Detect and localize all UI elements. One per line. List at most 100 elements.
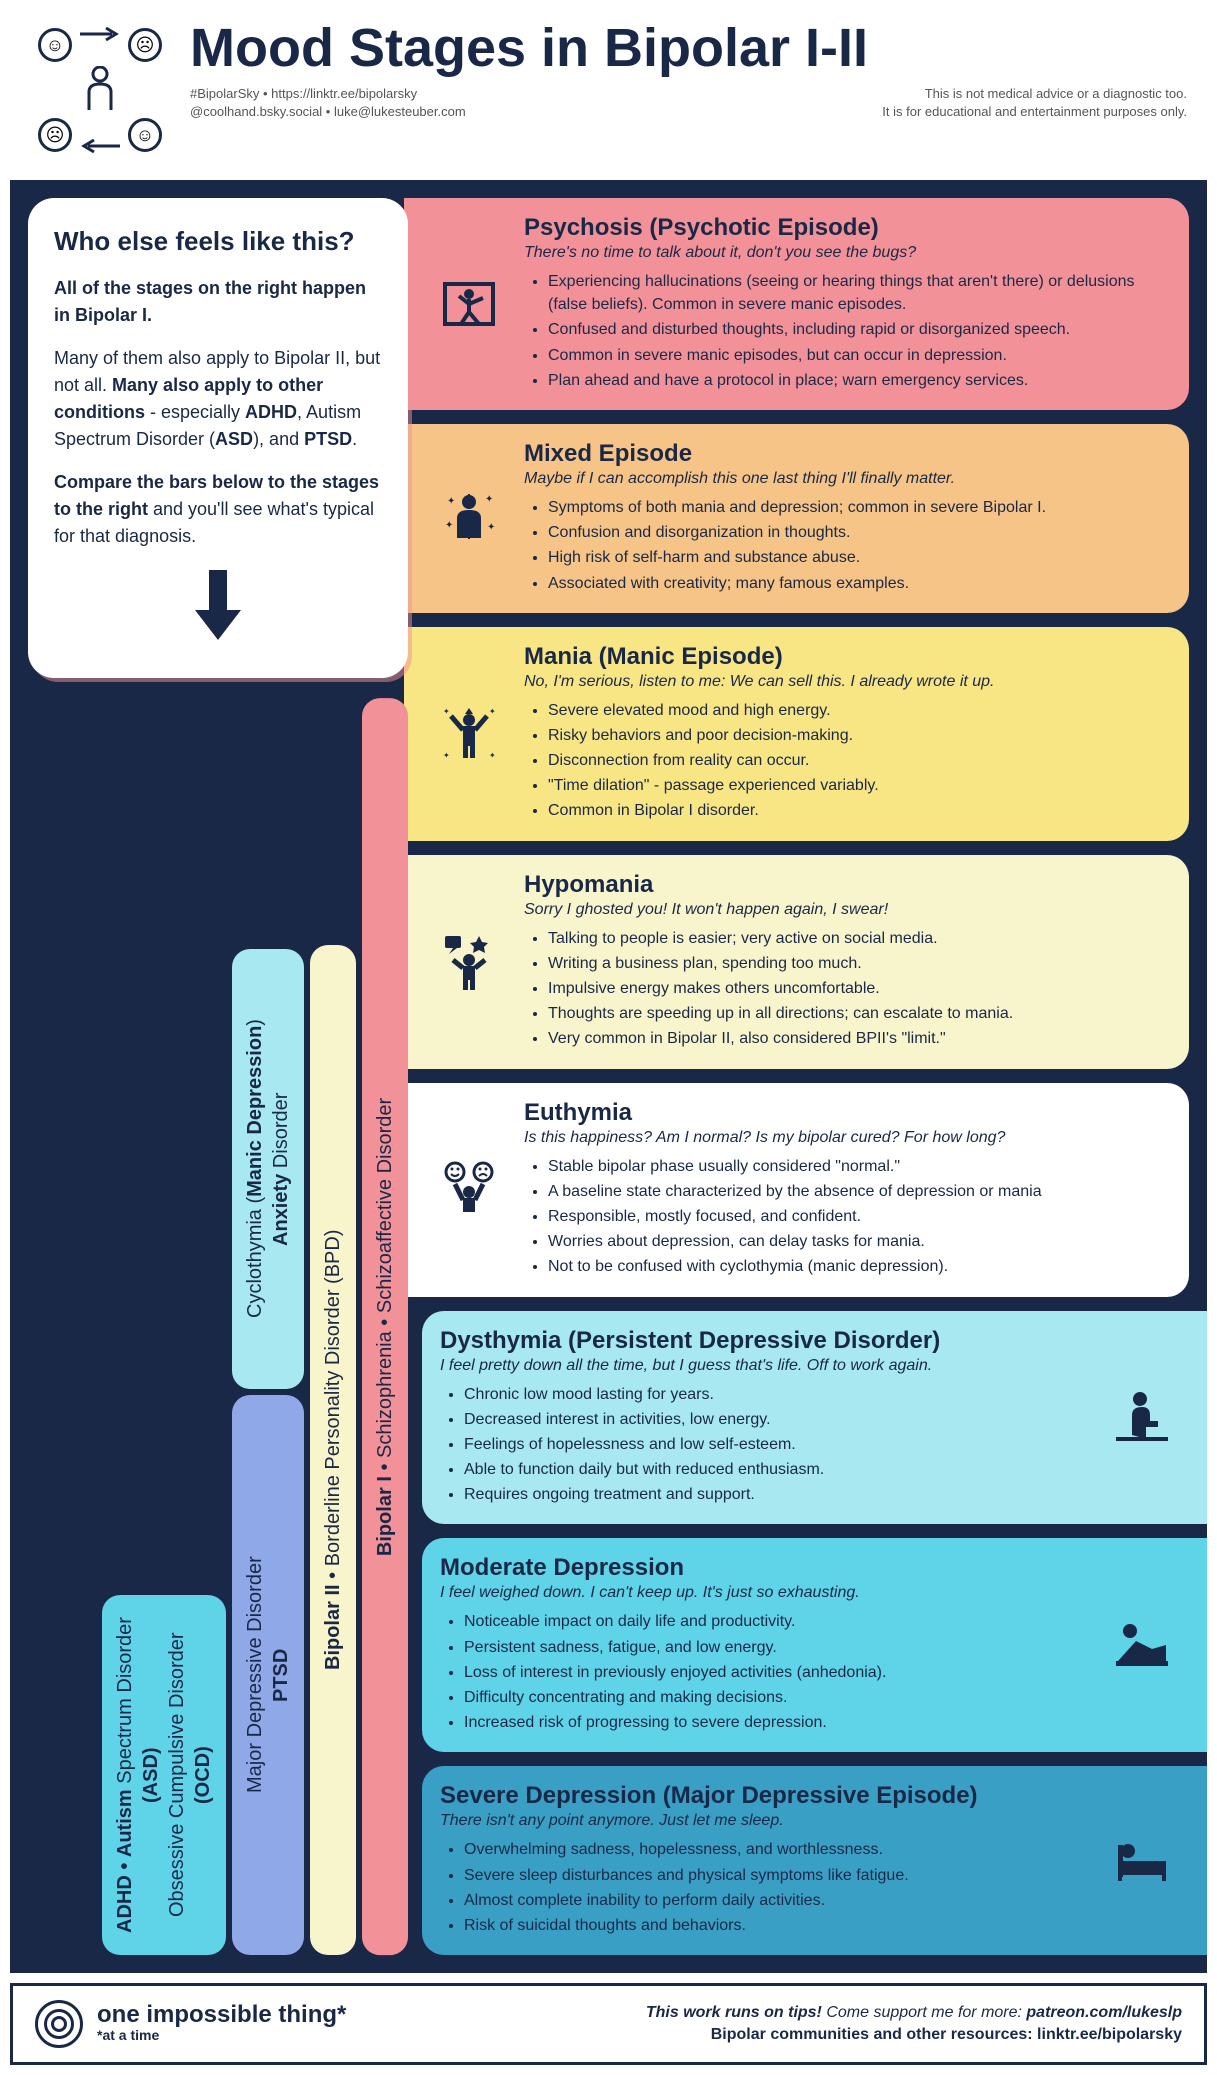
stage-severe: Severe Depression (Major Depressive Epis… bbox=[422, 1766, 1207, 1955]
stage-bullet: Loss of interest in previously enjoyed a… bbox=[464, 1661, 1087, 1684]
stage-bullets: Chronic low mood lasting for years.Decre… bbox=[440, 1383, 1087, 1507]
stage-quote: I feel pretty down all the time, but I g… bbox=[440, 1357, 1087, 1375]
intro-p2: Many of them also apply to Bipolar II, b… bbox=[54, 345, 382, 453]
bar-cyclothymia-anxiety: Cyclothymia (Manic Depression)Anxiety Di… bbox=[232, 949, 304, 1389]
stage-quote: I feel weighed down. I can't keep up. It… bbox=[440, 1584, 1087, 1602]
stage-bullet: Feelings of hopelessness and low self-es… bbox=[464, 1433, 1087, 1456]
stage-title: Mixed Episode bbox=[524, 440, 1167, 468]
mania-icon: ✦✦✦✦ bbox=[432, 643, 506, 825]
stage-title: Euthymia bbox=[524, 1099, 1167, 1127]
footer: one impossible thing* *at a time This wo… bbox=[10, 1983, 1207, 2065]
stage-bullet: Worries about depression, can delay task… bbox=[548, 1230, 1167, 1253]
stage-title: Mania (Manic Episode) bbox=[524, 643, 1167, 671]
stage-bullet: Thoughts are speeding up in all directio… bbox=[548, 1002, 1167, 1025]
svg-text:✦: ✦ bbox=[443, 751, 450, 760]
stage-bullet: A baseline state characterized by the ab… bbox=[548, 1180, 1167, 1203]
stage-quote: There isn't any point anymore. Just let … bbox=[440, 1812, 1087, 1830]
stage-bullets: Symptoms of both mania and depression; c… bbox=[524, 496, 1167, 595]
svg-text:✦: ✦ bbox=[487, 522, 495, 533]
stage-dysthymia: Dysthymia (Persistent Depressive Disorde… bbox=[422, 1311, 1207, 1525]
stage-bullet: Risky behaviors and poor decision-making… bbox=[548, 724, 1167, 747]
stage-title: Psychosis (Psychotic Episode) bbox=[524, 214, 1167, 242]
moderate-icon bbox=[1105, 1554, 1179, 1736]
stage-bullet: Plan ahead and have a protocol in place;… bbox=[548, 369, 1167, 392]
stage-bullet: Common in severe manic episodes, but can… bbox=[548, 344, 1167, 367]
stage-quote: No, I'm serious, listen to me: We can se… bbox=[524, 673, 1167, 691]
stage-bullet: Common in Bipolar I disorder. bbox=[548, 799, 1167, 822]
stage-bullets: Severe elevated mood and high energy.Ris… bbox=[524, 699, 1167, 823]
intro-p3: Compare the bars below to the stages to … bbox=[54, 469, 382, 550]
stage-quote: Maybe if I can accomplish this one last … bbox=[524, 470, 1167, 488]
stage-title: Moderate Depression bbox=[440, 1554, 1087, 1582]
stage-psychosis: Psychosis (Psychotic Episode) There's no … bbox=[404, 198, 1189, 410]
stage-bullet: Overwhelming sadness, hopelessness, and … bbox=[464, 1838, 1087, 1861]
stage-bullet: Writing a business plan, spending too mu… bbox=[548, 952, 1167, 975]
header-meta-left: #BipolarSky • https://linktr.ee/bipolars… bbox=[190, 85, 466, 121]
bar-adhd-asd-ocd: ADHD • Autism Spectrum Disorder (ASD)Obs… bbox=[102, 1595, 226, 1955]
stage-bullet: Decreased interest in activities, low en… bbox=[464, 1408, 1087, 1431]
page-title: Mood Stages in Bipolar I-II bbox=[190, 20, 1187, 77]
stage-quote: Sorry I ghosted you! It won't happen aga… bbox=[524, 901, 1167, 919]
stage-mania: ✦✦✦✦Mania (Manic Episode)No, I'm serious… bbox=[404, 627, 1189, 841]
header: ☺ ☹ ☺ ☹ Mood Stages in Bipolar I-II #Bip… bbox=[0, 0, 1217, 170]
stage-bullet: Talking to people is easier; very active… bbox=[548, 927, 1167, 950]
stage-bullet: Symptoms of both mania and depression; c… bbox=[548, 496, 1167, 519]
stage-bullet: Confusion and disorganization in thought… bbox=[548, 521, 1167, 544]
intro-heading: Who else feels like this? bbox=[54, 226, 382, 257]
dysthymia-icon bbox=[1105, 1327, 1179, 1509]
bar-bipolar-i: Bipolar I • Schizophrenia • Schizoaffect… bbox=[362, 698, 408, 1955]
stage-quote: There's no time to talk about it, don't … bbox=[524, 244, 1167, 262]
bar-bipolar-ii: Bipolar II • Borderline Personality Diso… bbox=[310, 945, 356, 1955]
intro-box: Who else feels like this? All of the sta… bbox=[28, 198, 408, 678]
stage-bullet: Stable bipolar phase usually considered … bbox=[548, 1155, 1167, 1178]
main-panel: Who else feels like this? All of the sta… bbox=[10, 180, 1207, 1973]
mood-cycle-icon: ☺ ☹ ☺ ☹ bbox=[30, 20, 170, 160]
bar-mdd-ptsd: Major Depressive DisorderPTSD bbox=[232, 1395, 304, 1955]
stage-moderate: Moderate Depression I feel weighed down. … bbox=[422, 1538, 1207, 1752]
stage-bullet: Risk of suicidal thoughts and behaviors. bbox=[464, 1914, 1087, 1937]
stage-title: Hypomania bbox=[524, 871, 1167, 899]
stage-bullet: High risk of self-harm and substance abu… bbox=[548, 546, 1167, 569]
stage-title: Dysthymia (Persistent Depressive Disorde… bbox=[440, 1327, 1087, 1355]
euthymia-icon bbox=[432, 1099, 506, 1281]
stage-bullets: Experiencing hallucinations (seeing or h… bbox=[524, 270, 1167, 392]
svg-text:✦: ✦ bbox=[485, 494, 493, 505]
stages-column: Psychosis (Psychotic Episode) There's no … bbox=[422, 198, 1189, 1955]
stage-mixed: ✦ ✦ ✦ ✦ Mixed Episode Maybe if I can accompli… bbox=[404, 424, 1189, 613]
stage-bullet: Requires ongoing treatment and support. bbox=[464, 1483, 1087, 1506]
svg-text:✦: ✦ bbox=[445, 520, 453, 531]
stage-bullet: Chronic low mood lasting for years. bbox=[464, 1383, 1087, 1406]
footer-logo-icon bbox=[35, 2000, 83, 2048]
stage-bullets: Overwhelming sadness, hopelessness, and … bbox=[440, 1838, 1087, 1937]
stage-bullet: Severe elevated mood and high energy. bbox=[548, 699, 1167, 722]
header-meta-right: This is not medical advice or a diagnost… bbox=[882, 85, 1187, 121]
stage-bullet: Impulsive energy makes others uncomforta… bbox=[548, 977, 1167, 1000]
stage-bullet: Disconnection from reality can occur. bbox=[548, 749, 1167, 772]
footer-brand-sub: *at a time bbox=[97, 2027, 159, 2043]
stage-bullets: Noticeable impact on daily life and prod… bbox=[440, 1610, 1087, 1734]
stage-bullet: Difficulty concentrating and making deci… bbox=[464, 1686, 1087, 1709]
stage-bullets: Talking to people is easier; very active… bbox=[524, 927, 1167, 1051]
stage-bullet: Increased risk of progressing to severe … bbox=[464, 1711, 1087, 1734]
comparison-bars: ADHD • Autism Spectrum Disorder (ASD)Obs… bbox=[28, 678, 408, 1955]
stage-hypomania: Hypomania Sorry I ghosted you! It won't h… bbox=[404, 855, 1189, 1069]
stage-bullet: Almost complete inability to perform dai… bbox=[464, 1889, 1087, 1912]
stage-bullet: Associated with creativity; many famous … bbox=[548, 572, 1167, 595]
stage-bullet: Not to be confused with cyclothymia (man… bbox=[548, 1255, 1167, 1278]
footer-brand: one impossible thing* bbox=[97, 2003, 346, 2027]
svg-text:✦: ✦ bbox=[447, 496, 455, 507]
psychosis-icon bbox=[432, 214, 506, 394]
arrow-down-icon bbox=[54, 566, 382, 658]
stage-bullet: Noticeable impact on daily life and prod… bbox=[464, 1610, 1087, 1633]
svg-text:✦: ✦ bbox=[443, 707, 450, 716]
mixed-icon: ✦ ✦ ✦ ✦ bbox=[432, 440, 506, 597]
stage-euthymia: EuthymiaIs this happiness? Am I normal? … bbox=[404, 1083, 1189, 1297]
stage-bullet: Responsible, mostly focused, and confide… bbox=[548, 1205, 1167, 1228]
stage-bullet: Confused and disturbed thoughts, includi… bbox=[548, 318, 1167, 341]
stage-bullets: Stable bipolar phase usually considered … bbox=[524, 1155, 1167, 1279]
footer-links: This work runs on tips! Come support me … bbox=[646, 2002, 1182, 2047]
stage-bullet: Persistent sadness, fatigue, and low ene… bbox=[464, 1636, 1087, 1659]
svg-text:✦: ✦ bbox=[489, 751, 496, 760]
stage-bullet: Very common in Bipolar II, also consider… bbox=[548, 1027, 1167, 1050]
stage-bullet: Experiencing hallucinations (seeing or h… bbox=[548, 270, 1167, 316]
